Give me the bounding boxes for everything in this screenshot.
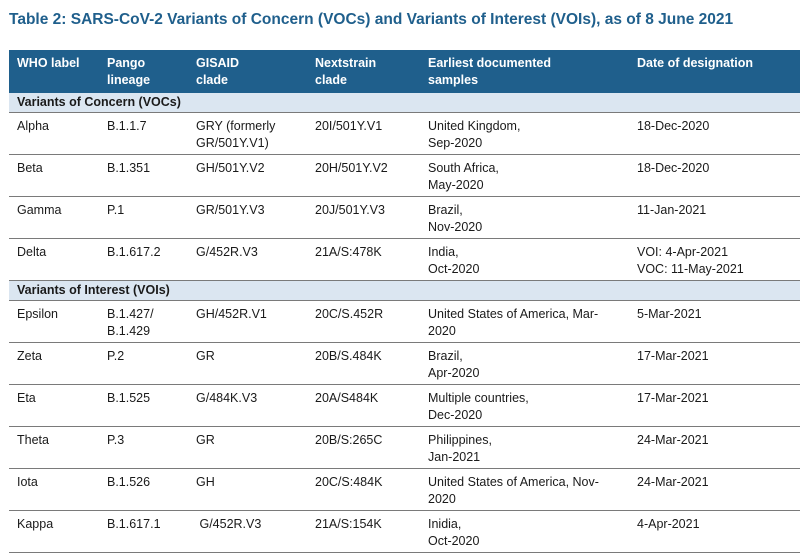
cell-nextstrain-clade: 20H/501Y.V2 [307, 154, 420, 197]
cell-who-label: Beta [9, 154, 99, 197]
cell-pango-lineage: B.1.1.7 [99, 112, 188, 155]
cell-nextstrain-clade: 20B/S:265C [307, 426, 420, 469]
cell-nextstrain-clade: 20I/501Y.V1 [307, 112, 420, 155]
cell-date-designation: 5-Mar-2021 [629, 300, 800, 343]
cell-earliest-samples: India, Oct-2020 [420, 238, 629, 281]
cell-who-label: Eta [9, 384, 99, 427]
header-gisaid-clade: GISAID clade [188, 50, 307, 93]
cell-nextstrain-clade: 20A/S484K [307, 384, 420, 427]
cell-pango-lineage: P.1 [99, 196, 188, 239]
cell-earliest-samples: Inidia, Oct-2020 [420, 510, 629, 553]
cell-earliest-samples: United Kingdom, Sep-2020 [420, 112, 629, 155]
cell-earliest-samples: Philippines, Jan-2021 [420, 426, 629, 469]
cell-earliest-samples: United States of America, Mar- 2020 [420, 300, 629, 343]
cell-pango-lineage: B.1.617.1 [99, 510, 188, 553]
cell-earliest-samples: Brazil, Apr-2020 [420, 342, 629, 385]
cell-date-designation: 11-Jan-2021 [629, 196, 800, 239]
table-row: Kappa B.1.617.1 G/452R.V3 21A/S:154K Ini… [9, 510, 800, 553]
cell-nextstrain-clade: 20C/S:484K [307, 468, 420, 511]
cell-pango-lineage: B.1.525 [99, 384, 188, 427]
variants-table: WHO label Pango lineage GISAID clade Nex… [9, 50, 800, 553]
cell-who-label: Delta [9, 238, 99, 281]
cell-earliest-samples: South Africa, May-2020 [420, 154, 629, 197]
cell-nextstrain-clade: 20J/501Y.V3 [307, 196, 420, 239]
cell-date-designation: VOI: 4-Apr-2021 VOC: 11-May-2021 [629, 238, 800, 281]
table-row: Zeta P.2 GR 20B/S.484K Brazil, Apr-2020 … [9, 342, 800, 385]
cell-date-designation: 18-Dec-2020 [629, 112, 800, 155]
cell-gisaid-clade: G/484K.V3 [188, 384, 307, 427]
table-row: Beta B.1.351 GH/501Y.V2 20H/501Y.V2 Sout… [9, 154, 800, 197]
cell-date-designation: 17-Mar-2021 [629, 342, 800, 385]
group-row-voc: Variants of Concern (VOCs) [9, 93, 800, 113]
cell-gisaid-clade: GR [188, 426, 307, 469]
cell-pango-lineage: B.1.351 [99, 154, 188, 197]
table-row: Delta B.1.617.2 G/452R.V3 21A/S:478K Ind… [9, 238, 800, 281]
cell-gisaid-clade: GH/501Y.V2 [188, 154, 307, 197]
cell-who-label: Epsilon [9, 300, 99, 343]
header-earliest-samples: Earliest documented samples [420, 50, 629, 93]
table-row: Epsilon B.1.427/ B.1.429 GH/452R.V1 20C/… [9, 300, 800, 343]
header-who-label: WHO label [9, 50, 99, 93]
table-row: Iota B.1.526 GH 20C/S:484K United States… [9, 468, 800, 511]
cell-gisaid-clade: GR/501Y.V3 [188, 196, 307, 239]
header-nextstrain-clade: Nextstrain clade [307, 50, 420, 93]
cell-nextstrain-clade: 20B/S.484K [307, 342, 420, 385]
cell-pango-lineage: B.1.427/ B.1.429 [99, 300, 188, 343]
cell-earliest-samples: United States of America, Nov- 2020 [420, 468, 629, 511]
cell-who-label: Theta [9, 426, 99, 469]
group-label-voc: Variants of Concern (VOCs) [9, 93, 800, 113]
table-title: Table 2: SARS-CoV-2 Variants of Concern … [9, 11, 734, 28]
table-row: Eta B.1.525 G/484K.V3 20A/S484K Multiple… [9, 384, 800, 427]
cell-who-label: Alpha [9, 112, 99, 155]
cell-date-designation: 24-Mar-2021 [629, 468, 800, 511]
cell-gisaid-clade: GH [188, 468, 307, 511]
group-row-voi: Variants of Interest (VOIs) [9, 280, 800, 301]
header-date-designation: Date of designation [629, 50, 800, 93]
cell-date-designation: 24-Mar-2021 [629, 426, 800, 469]
table-row: Theta P.3 GR 20B/S:265C Philippines, Jan… [9, 426, 800, 469]
cell-pango-lineage: B.1.617.2 [99, 238, 188, 281]
group-label-voi: Variants of Interest (VOIs) [9, 280, 800, 301]
cell-gisaid-clade: GH/452R.V1 [188, 300, 307, 343]
cell-date-designation: 18-Dec-2020 [629, 154, 800, 197]
header-row: WHO label Pango lineage GISAID clade Nex… [9, 50, 800, 93]
cell-nextstrain-clade: 20C/S.452R [307, 300, 420, 343]
table-row: Gamma P.1 GR/501Y.V3 20J/501Y.V3 Brazil,… [9, 196, 800, 239]
cell-nextstrain-clade: 21A/S:154K [307, 510, 420, 553]
cell-nextstrain-clade: 21A/S:478K [307, 238, 420, 281]
cell-date-designation: 4-Apr-2021 [629, 510, 800, 553]
cell-who-label: Zeta [9, 342, 99, 385]
cell-pango-lineage: P.3 [99, 426, 188, 469]
cell-date-designation: 17-Mar-2021 [629, 384, 800, 427]
cell-pango-lineage: B.1.526 [99, 468, 188, 511]
cell-who-label: Kappa [9, 510, 99, 553]
cell-who-label: Iota [9, 468, 99, 511]
cell-gisaid-clade: G/452R.V3 [188, 238, 307, 281]
cell-earliest-samples: Brazil, Nov-2020 [420, 196, 629, 239]
cell-who-label: Gamma [9, 196, 99, 239]
cell-pango-lineage: P.2 [99, 342, 188, 385]
cell-gisaid-clade: GRY (formerly GR/501Y.V1) [188, 112, 307, 155]
header-pango-lineage: Pango lineage [99, 50, 188, 93]
table-row: Alpha B.1.1.7 GRY (formerly GR/501Y.V1) … [9, 112, 800, 155]
cell-gisaid-clade: GR [188, 342, 307, 385]
cell-earliest-samples: Multiple countries, Dec-2020 [420, 384, 629, 427]
cell-gisaid-clade: G/452R.V3 [188, 510, 307, 553]
